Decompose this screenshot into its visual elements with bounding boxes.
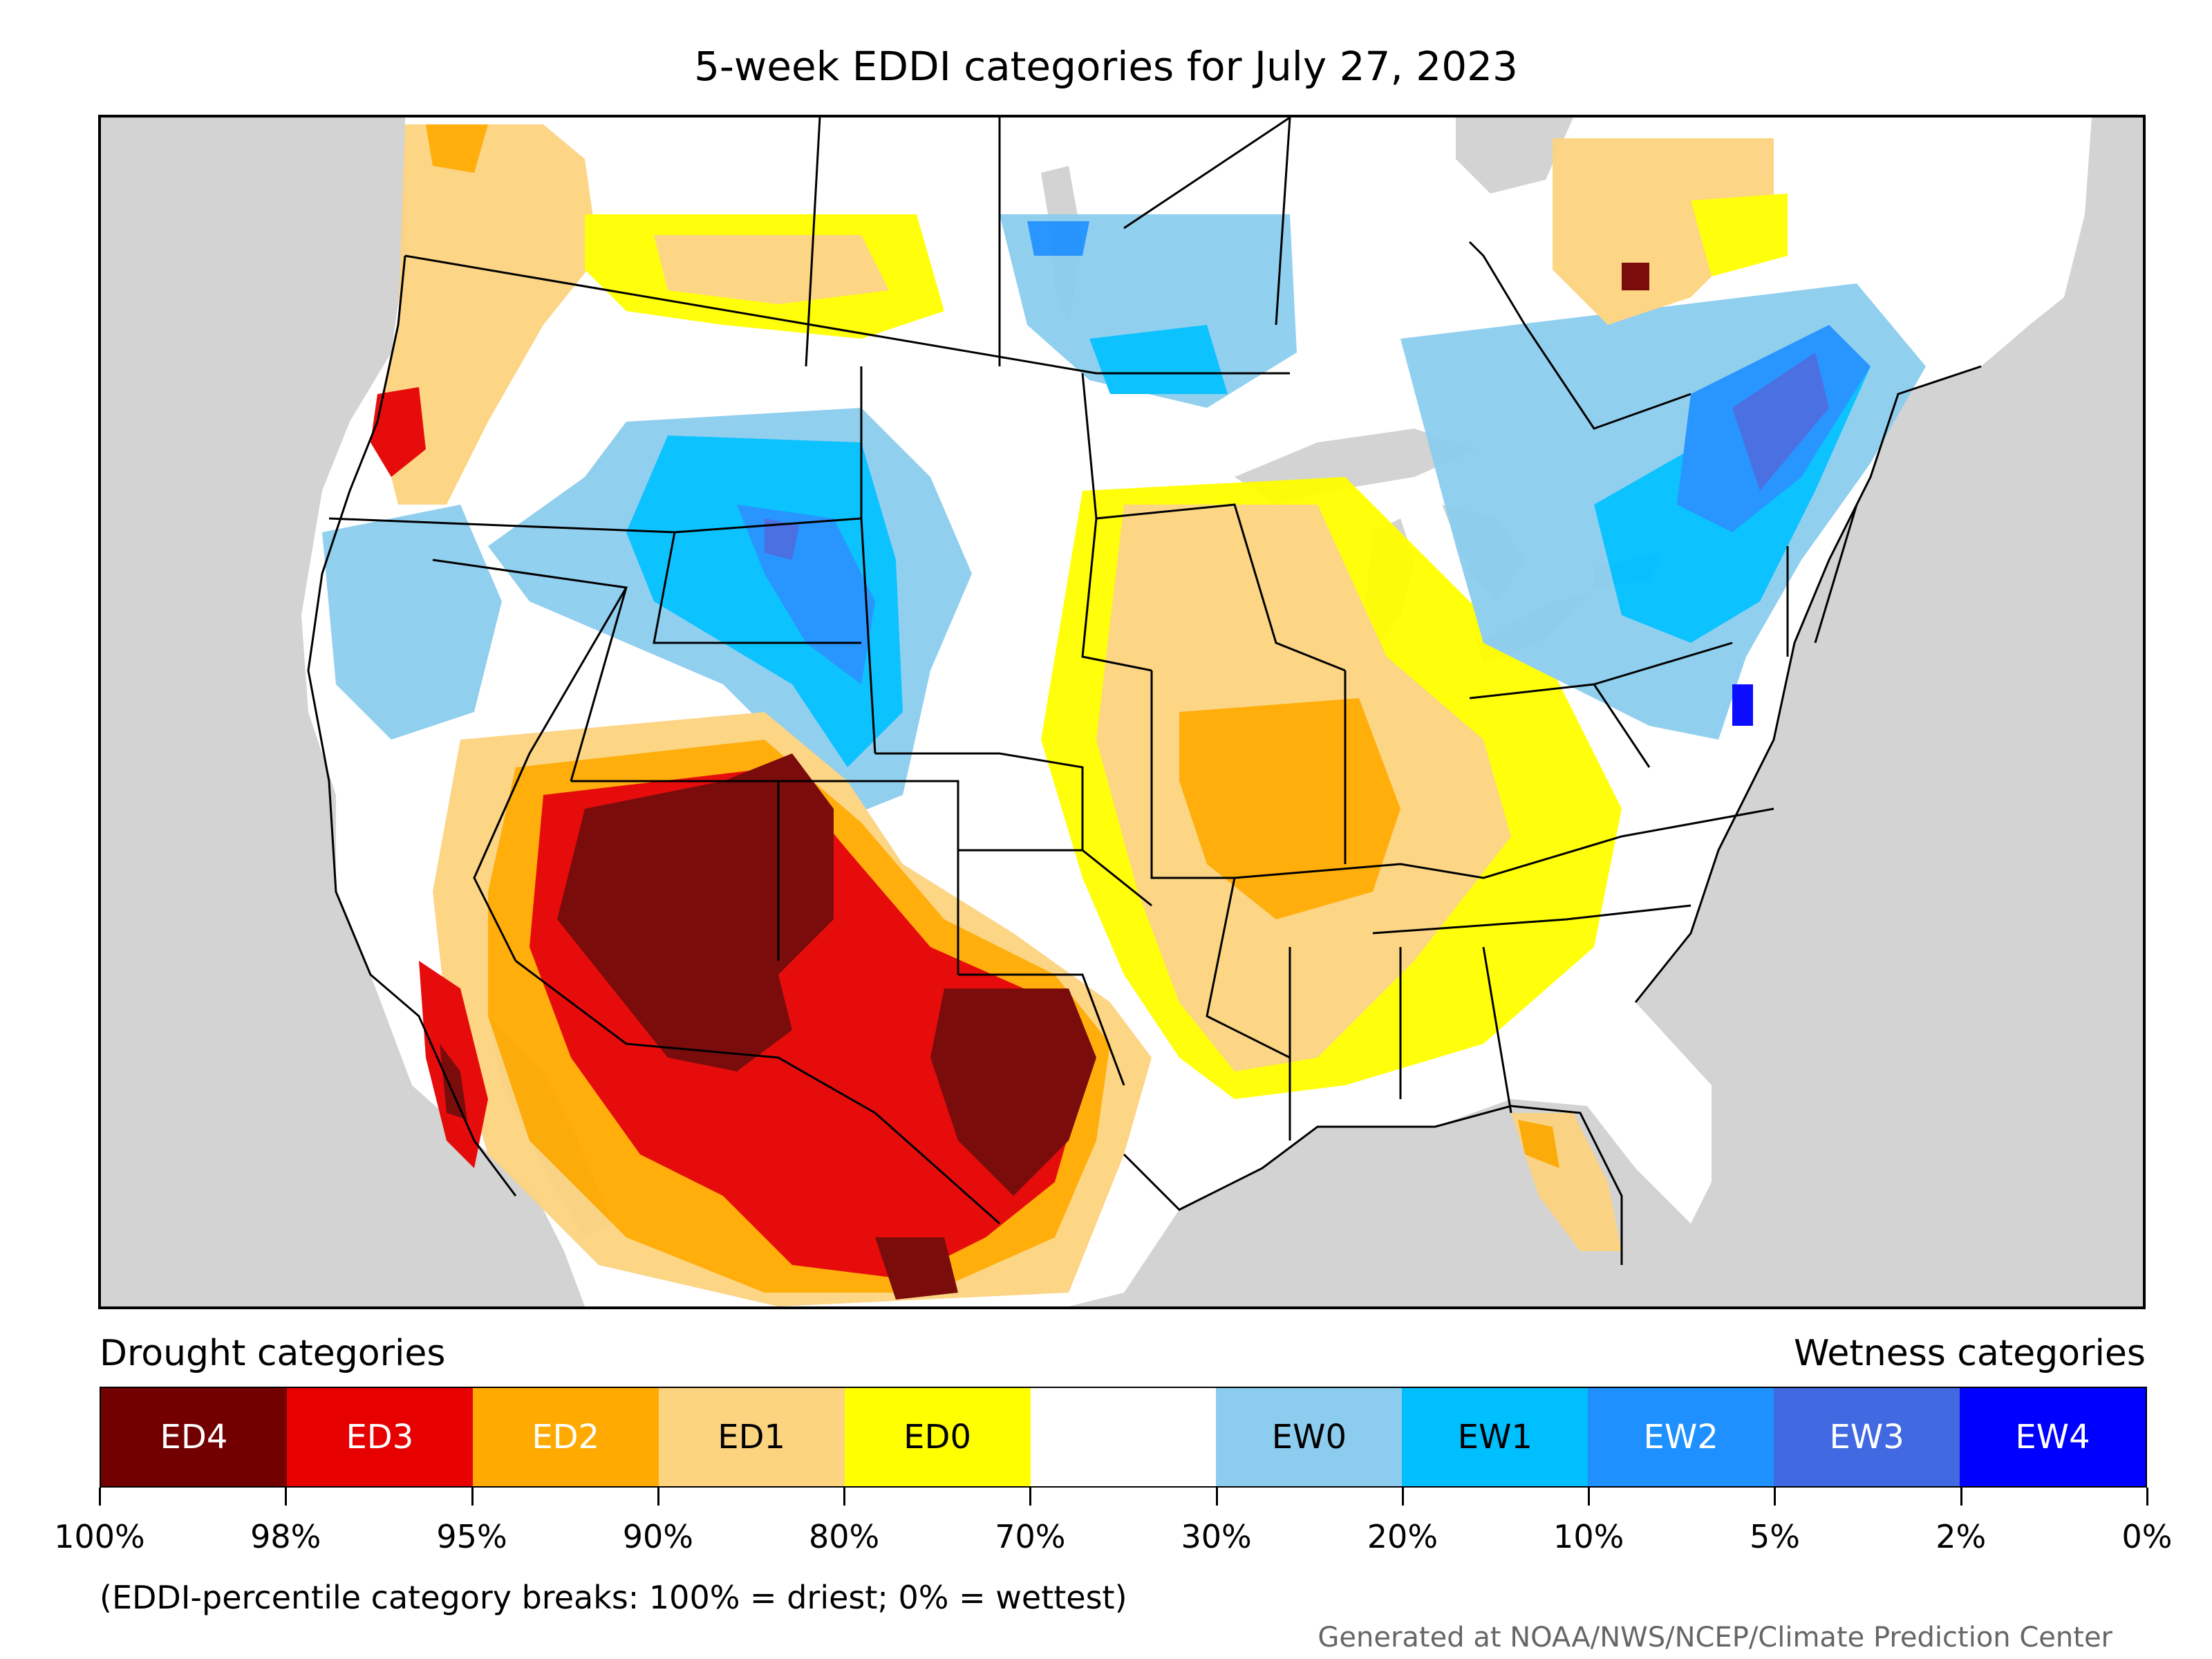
colorbar-segment xyxy=(1030,1388,1217,1486)
colorbar-segment: ED2 xyxy=(472,1388,659,1486)
colorbar-tick xyxy=(657,1488,659,1506)
colorbar-tick-label: 70% xyxy=(995,1518,1066,1555)
colorbar-tick-label: 10% xyxy=(1553,1518,1624,1555)
colorbar-tick-label: 100% xyxy=(54,1518,145,1555)
colorbar-segment: EW4 xyxy=(1960,1388,2146,1486)
colorbar-segment: ED3 xyxy=(286,1388,473,1486)
category-colorbar: ED4 ED3 ED2 ED1 ED0 EW0 EW1 EW2 EW3 EW4 xyxy=(100,1387,2147,1488)
colorbar-segment: EW3 xyxy=(1774,1388,1960,1486)
credit-line: Generated at NOAA/NWS/NCEP/Climate Predi… xyxy=(1318,1622,2112,1653)
colorbar-tick xyxy=(843,1488,846,1506)
colorbar-tick xyxy=(1588,1488,1591,1506)
colorbar-tick-label: 5% xyxy=(1749,1518,1800,1555)
hudson-region xyxy=(1456,118,1573,194)
colorbar-tick xyxy=(1774,1488,1777,1506)
wetness-categories-heading: Wetness categories xyxy=(1794,1333,2146,1374)
colorbar-tick-label: 20% xyxy=(1367,1518,1438,1555)
colorbar-tick-label: 95% xyxy=(436,1518,507,1555)
colorbar-tick xyxy=(285,1488,288,1506)
colorbar-tick xyxy=(471,1488,474,1506)
colorbar-segment: ED0 xyxy=(844,1388,1031,1486)
colorbar-tick-label: 90% xyxy=(622,1518,693,1555)
eddi-shading xyxy=(322,124,1926,1306)
colorbar-segment: EW0 xyxy=(1216,1388,1403,1486)
colorbar-tick-label: 98% xyxy=(250,1518,321,1555)
colorbar-tick xyxy=(99,1488,101,1506)
eddi-map xyxy=(98,115,2146,1309)
colorbar-tick-label: 30% xyxy=(1181,1518,1252,1555)
colorbar-tick-label: 0% xyxy=(2121,1518,2173,1555)
colorbar-tick-label: 80% xyxy=(808,1518,880,1555)
coastline xyxy=(307,255,1982,1265)
percentile-note: (EDDI-percentile category breaks: 100% =… xyxy=(100,1579,1127,1616)
colorbar-segment: EW2 xyxy=(1588,1388,1774,1486)
map-title: 5-week EDDI categories for July 27, 2023 xyxy=(694,43,1518,90)
colorbar-tick-label: 2% xyxy=(1936,1518,1987,1555)
colorbar-tick xyxy=(1029,1488,1032,1506)
colorbar-segment: EW1 xyxy=(1402,1388,1588,1486)
colorbar-tick xyxy=(1215,1488,1218,1506)
colorbar-segment: ED1 xyxy=(658,1388,845,1486)
drought-categories-heading: Drought categories xyxy=(100,1333,446,1374)
state-boundaries xyxy=(328,118,1858,1225)
map-canvas xyxy=(301,118,2092,1306)
colorbar-segment: ED4 xyxy=(101,1388,287,1486)
colorbar-ticks xyxy=(99,1488,2148,1508)
colorbar-tick xyxy=(1401,1488,1404,1506)
colorbar-tick xyxy=(1960,1488,1962,1506)
colorbar-tick xyxy=(2146,1488,2148,1506)
